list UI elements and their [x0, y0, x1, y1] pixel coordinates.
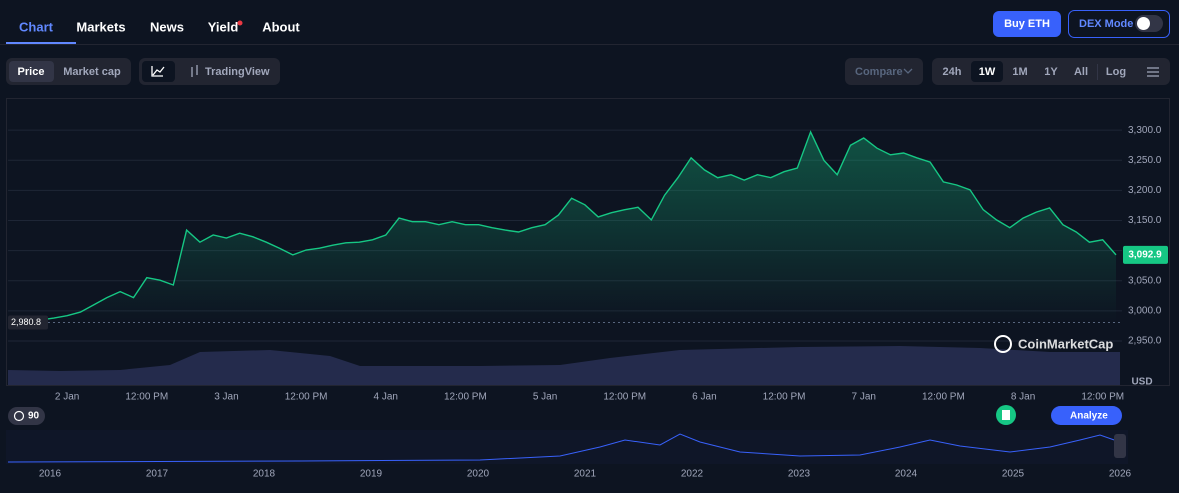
y-tick-label: 3,250.0: [1128, 155, 1162, 166]
metric-button[interactable]: Price: [18, 66, 45, 78]
range-button[interactable]: 1W: [979, 66, 996, 78]
dex-label: DEX Mode: [1079, 18, 1133, 30]
y-tick-label: 3,300.0: [1128, 125, 1162, 136]
tab[interactable]: About: [262, 19, 300, 34]
year-label: 2025: [1002, 469, 1025, 480]
tab[interactable]: Markets: [76, 19, 125, 34]
new-dot: [237, 20, 243, 26]
range-button[interactable]: All: [1074, 66, 1088, 78]
x-tick-label: 12:00 PM: [125, 392, 168, 403]
history-icon: [13, 410, 25, 422]
metric-button[interactable]: Market cap: [63, 66, 121, 78]
year-label: 2026: [1109, 469, 1132, 480]
watermark-logo: [994, 335, 1012, 353]
x-tick-label: 12:00 PM: [444, 392, 487, 403]
tab-underline: [6, 42, 76, 44]
tab[interactable]: Chart: [19, 19, 54, 34]
x-tick-label: 6 Jan: [692, 392, 716, 403]
x-tick-label: 5 Jan: [533, 392, 557, 403]
year-label: 2021: [574, 469, 597, 480]
x-tick-label: 8 Jan: [1011, 392, 1035, 403]
x-tick-label: 12:00 PM: [285, 392, 328, 403]
navigator-handle[interactable]: [1114, 434, 1126, 458]
current-price-box: [1123, 245, 1168, 264]
price-area: [14, 131, 1116, 323]
volume-area: [8, 346, 1120, 385]
buy-label: Buy ETH: [1004, 18, 1050, 30]
year-label: 2016: [39, 469, 62, 480]
price-line: [13, 130, 1117, 321]
range-button[interactable]: 1M: [1012, 66, 1027, 78]
year-label: 2018: [253, 469, 276, 480]
badge-label: 90: [28, 411, 40, 422]
unit-label: USD: [1131, 377, 1152, 388]
tab[interactable]: News: [150, 19, 184, 34]
chevron: [903, 68, 913, 74]
year-label: 2017: [146, 469, 169, 480]
compare-button[interactable]: [845, 58, 923, 85]
settings-icon[interactable]: [1147, 67, 1159, 77]
tradingview-button[interactable]: TradingView: [205, 66, 270, 78]
x-tick-label: 12:00 PM: [922, 392, 965, 403]
year-label: 2024: [895, 469, 918, 480]
analyze-button[interactable]: [1051, 406, 1122, 425]
badge[interactable]: [8, 407, 45, 425]
analyze-label: Analyze: [1070, 411, 1108, 422]
chart-frame: [6, 98, 1170, 386]
x-tick-label: 12:00 PM: [603, 392, 646, 403]
y-tick-label: 2,950.0: [1128, 336, 1162, 347]
year-label: 2022: [681, 469, 704, 480]
year-label: 2019: [360, 469, 383, 480]
x-tick-label: 12:00 PM: [763, 392, 806, 403]
y-tick-label: 3,150.0: [1128, 215, 1162, 226]
y-tick-label: 3,050.0: [1128, 275, 1162, 286]
toggle-knob: [1137, 17, 1150, 30]
year-label: 2020: [467, 469, 490, 480]
doc-icon: [1002, 410, 1010, 420]
navigator: [6, 430, 1128, 464]
candle-icon: [191, 65, 198, 77]
range-button[interactable]: 1Y: [1044, 66, 1058, 78]
log-button[interactable]: Log: [1106, 66, 1126, 78]
buy-button[interactable]: [993, 11, 1061, 37]
watermark: CoinMarketCap: [1018, 336, 1113, 351]
year-label: 2023: [788, 469, 811, 480]
range-button[interactable]: 24h: [943, 66, 962, 78]
open-price-label: 2,980.8: [11, 317, 41, 327]
y-tick-label: 3,200.0: [1128, 185, 1162, 196]
navigator-line: [7, 433, 1121, 463]
x-tick-label: 12:00 PM: [1081, 392, 1124, 403]
dex-button[interactable]: [1068, 10, 1170, 38]
y-tick-label: 3,000.0: [1128, 306, 1162, 317]
x-tick-label: 7 Jan: [852, 392, 876, 403]
compare-label: Compare: [855, 66, 903, 78]
x-tick-label: 4 Jan: [374, 392, 398, 403]
current-price-label: 3,092.9: [1128, 250, 1162, 261]
line-icon[interactable]: [151, 66, 165, 77]
open-price-box: [8, 315, 48, 330]
metric-active: [9, 61, 54, 82]
x-tick-label: 2 Jan: [55, 392, 79, 403]
tab[interactable]: Yield: [208, 19, 239, 34]
x-tick-label: 3 Jan: [214, 392, 238, 403]
range-active: [971, 61, 1003, 82]
